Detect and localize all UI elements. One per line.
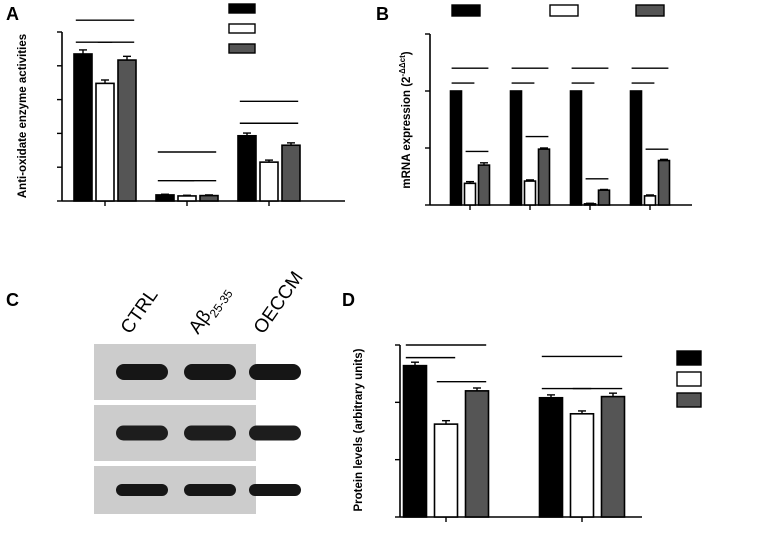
y-axis-label-main: mRNA expression (2 [401, 77, 413, 189]
chart-panel-d: Protein levels (arbitrary units) [353, 344, 702, 522]
blot-band-sod1-lane-2 [249, 364, 301, 380]
lane-label-main: OECCM [250, 268, 308, 338]
lane-label-sub: 25-35 [207, 287, 236, 320]
panel-letter-a: A [6, 4, 19, 24]
lane-label: OECCM [250, 268, 308, 338]
legend-swatch-oeccm [676, 392, 702, 408]
chart-panel-b: mRNA expression (2-ΔΔct) [398, 4, 692, 210]
bar-sod1-abeta [433, 423, 459, 518]
blot-band-beta-actin-lane-1 [184, 484, 236, 496]
bar-gpx-abeta [643, 195, 657, 206]
bar-cat-oeccm [199, 194, 219, 202]
bar-cat-oeccm [597, 189, 611, 206]
bar-sod1-abeta [463, 182, 477, 206]
bar-sod2-abeta [523, 180, 537, 206]
legend-swatch-abeta [549, 4, 579, 17]
lane-label: CTRL [117, 285, 163, 338]
bar-sod2-ctrl [538, 396, 564, 518]
bar-cat-abeta [583, 203, 597, 206]
bar-gpx-ctrl [629, 90, 643, 206]
bar-sod2-oeccm [537, 148, 551, 206]
bar-sod2-abeta [569, 412, 595, 518]
western-blot-panel-c: CTRL Aβ25-35 OECCM [94, 268, 308, 514]
blot-band-beta-actin-lane-2 [249, 484, 301, 496]
panel-letter-c: C [6, 290, 19, 310]
legend-swatch-ctrl [228, 3, 256, 14]
blot-band-sod1-lane-1 [184, 364, 236, 380]
blot-band-sod2-lane-0 [116, 425, 168, 441]
bar-sod1-oeccm [477, 164, 491, 206]
bar-sod1-ctrl [402, 364, 428, 518]
bar-t-sod-abeta [95, 82, 115, 202]
chart-panel-a: Anti-oxidate enzyme activities [17, 3, 345, 206]
blot-band-beta-actin-lane-0 [116, 484, 168, 496]
y-axis-label: Anti-oxidate enzyme activities [17, 34, 29, 198]
blot-band-sod2-lane-2 [249, 425, 301, 441]
legend-swatch-ctrl [451, 4, 481, 17]
panel-letter-b: B [376, 4, 389, 24]
legend-swatch-oeccm [635, 4, 665, 17]
y-axis-label: Protein levels (arbitrary units) [353, 348, 365, 511]
legend-swatch-abeta [676, 371, 702, 387]
y-axis-label: mRNA expression (2-ΔΔct) [398, 51, 413, 188]
bar-sod2-ctrl [509, 90, 523, 206]
bar-gpx-abeta [259, 161, 279, 202]
bar-gpx-ctrl [237, 134, 257, 202]
bar-sod2-oeccm [600, 395, 626, 518]
legend-swatch-oeccm [228, 43, 256, 54]
bar-cat-ctrl [569, 90, 583, 206]
bar-gpx-oeccm [657, 159, 671, 206]
bar-gpx-oeccm [281, 144, 301, 202]
bar-sod1-oeccm [464, 390, 490, 518]
y-axis-label-end: ) [401, 51, 413, 55]
lane-label-main: CTRL [117, 285, 163, 338]
legend-swatch-ctrl [676, 350, 702, 366]
y-axis-label-superscript: -ΔΔct [398, 55, 407, 77]
panel-letter-d: D [342, 290, 355, 310]
bar-t-sod-ctrl [73, 53, 93, 202]
lane-label: Aβ25-35 [185, 281, 236, 340]
blot-band-sod1-lane-0 [116, 364, 168, 380]
bar-cat-abeta [177, 195, 197, 202]
legend-swatch-abeta [228, 23, 256, 34]
blot-band-sod2-lane-1 [184, 425, 236, 441]
bar-sod1-ctrl [449, 90, 463, 206]
bar-cat-ctrl [155, 194, 175, 202]
bar-t-sod-oeccm [117, 59, 137, 202]
